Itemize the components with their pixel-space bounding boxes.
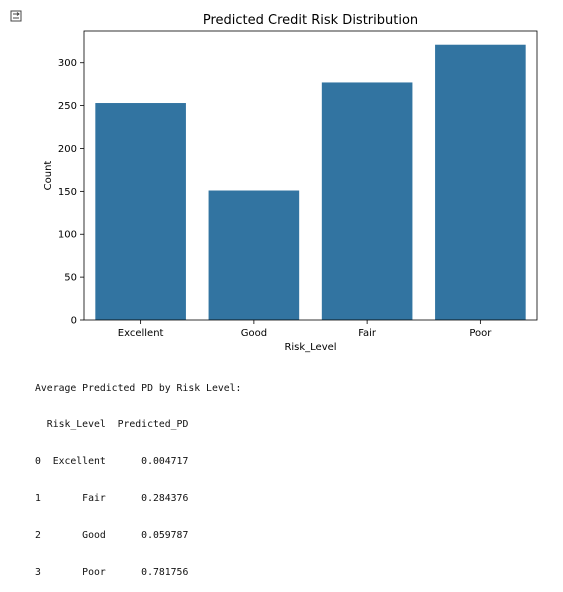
- output-line: Risk_Level Predicted_PD: [35, 419, 189, 431]
- text-output: Average Predicted PD by Risk Level: Risk…: [35, 358, 241, 592]
- y-tick-label: 0: [71, 316, 77, 327]
- output-line: 2 Good 0.059787: [35, 530, 189, 542]
- x-tick-label: Fair: [358, 328, 377, 339]
- y-tick-label: 100: [58, 230, 77, 241]
- chart-output: Predicted Credit Risk Distribution 0 50 100…: [30, 0, 563, 360]
- x-tick-label: Good: [241, 328, 267, 339]
- plot-frame: [83, 30, 538, 321]
- y-tick-label: 150: [58, 187, 77, 198]
- y-axis-label: Count: [43, 161, 54, 191]
- y-tick-label: 250: [58, 101, 77, 112]
- cell-gutter: [0, 0, 30, 447]
- output-line: 1 Fair 0.284376: [35, 493, 189, 505]
- chart-title: Predicted Credit Risk Distribution: [203, 13, 418, 28]
- y-tick-label: 200: [58, 144, 77, 155]
- output-line: Average Predicted PD by Risk Level:: [35, 382, 242, 394]
- x-axis-label: Risk_Level: [284, 342, 336, 353]
- bar: [321, 82, 413, 320]
- output-collapse-icon: [9, 9, 23, 23]
- bar-chart: Predicted Credit Risk Distribution 0 50 100…: [43, 13, 538, 353]
- output-collapse-button[interactable]: [6, 6, 26, 26]
- x-tick-label: Excellent: [118, 328, 164, 339]
- y-tick-label: 50: [64, 273, 77, 284]
- bar: [95, 103, 186, 320]
- bar: [435, 44, 526, 320]
- y-tick-label: 300: [58, 58, 77, 69]
- x-tick-label: Poor: [469, 328, 492, 339]
- bar: [208, 190, 300, 320]
- output-line: 0 Excellent 0.004717: [35, 456, 189, 468]
- output-line: 3 Poor 0.781756: [35, 567, 189, 579]
